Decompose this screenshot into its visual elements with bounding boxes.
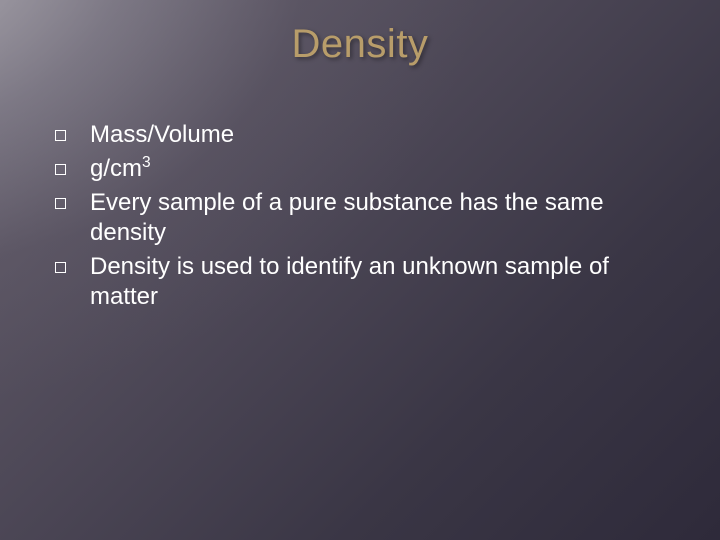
bullet-text-span: g/cm	[90, 155, 142, 182]
list-item: Mass/Volume	[55, 120, 665, 150]
bullet-text: Density is used to identify an unknown s…	[90, 252, 665, 312]
list-item: g/cm3	[55, 154, 665, 184]
bullet-list: Mass/Volume g/cm3 Every sample of a pure…	[55, 120, 665, 316]
bullet-text-span: Every sample of a pure substance has the…	[90, 189, 604, 246]
square-bullet-icon	[55, 164, 66, 175]
bullet-text: Every sample of a pure substance has the…	[90, 188, 665, 248]
square-bullet-icon	[55, 198, 66, 209]
slide-title: Density	[0, 22, 720, 67]
slide: Density Mass/Volume g/cm3 Every sample o…	[0, 0, 720, 540]
square-bullet-icon	[55, 262, 66, 273]
square-bullet-icon	[55, 130, 66, 141]
bullet-superscript: 3	[142, 154, 151, 171]
bullet-text-span: Mass/Volume	[90, 121, 234, 148]
bullet-text: Mass/Volume	[90, 120, 665, 150]
bullet-text: g/cm3	[90, 154, 665, 184]
bullet-text-span: Density is used to identify an unknown s…	[90, 253, 609, 310]
list-item: Density is used to identify an unknown s…	[55, 252, 665, 312]
list-item: Every sample of a pure substance has the…	[55, 188, 665, 248]
